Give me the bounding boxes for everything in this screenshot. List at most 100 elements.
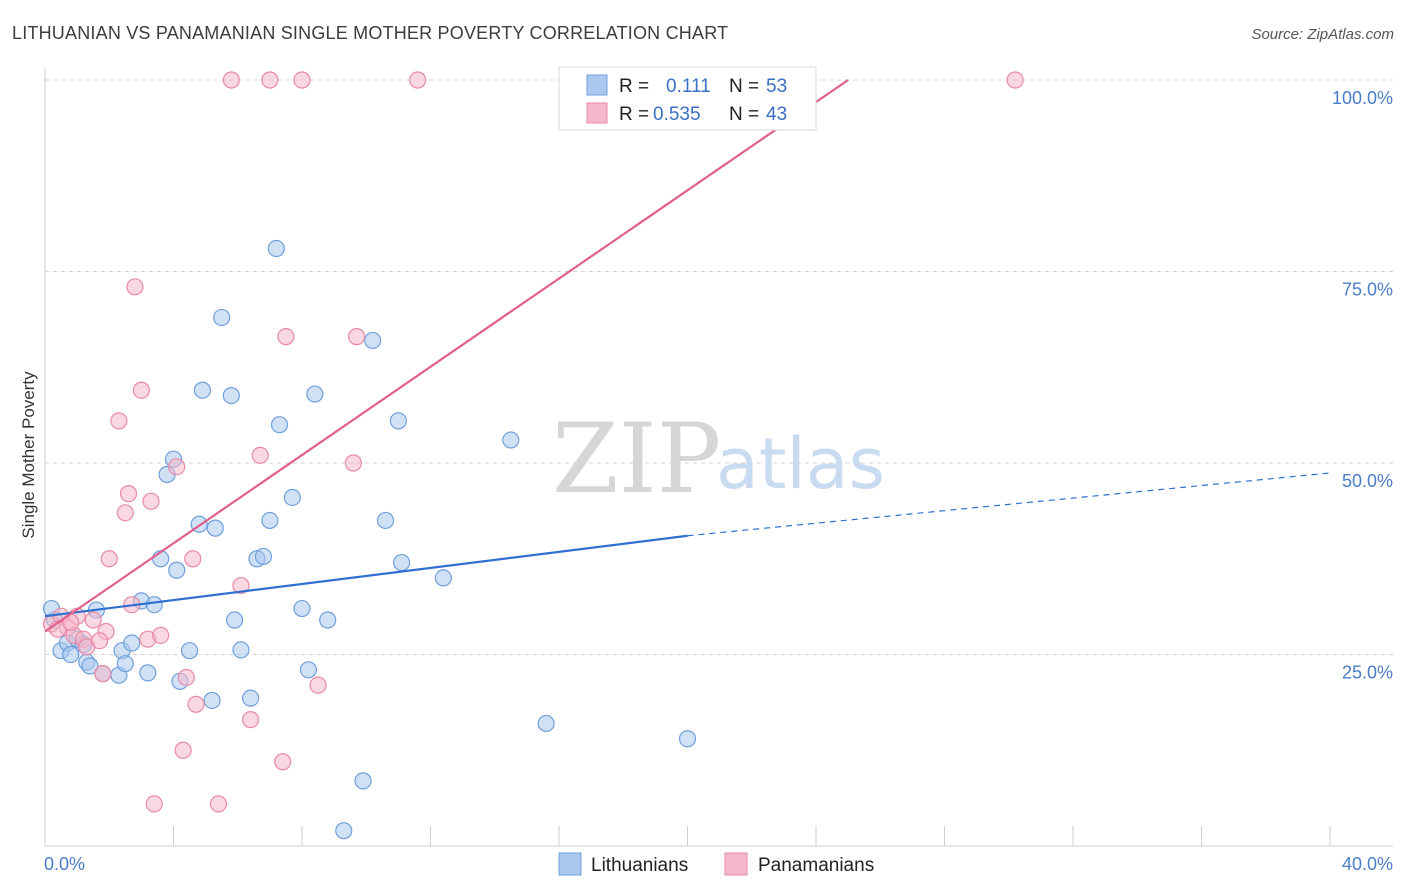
legend-r-value-1: 0.111 (666, 76, 711, 97)
legend-bottom-swatch-lithuanians (558, 852, 582, 876)
legend-n-value-1: 53 (766, 76, 787, 97)
data-point (116, 504, 134, 522)
data-point (270, 416, 289, 434)
legend-bottom-label-panamanians: Panamanians (758, 855, 874, 876)
watermark: ZIP atlas (552, 403, 885, 515)
legend-r-label-2: R = (619, 104, 649, 125)
data-point (84, 611, 102, 629)
legend-r-value-2: 0.535 (653, 104, 701, 125)
legend-r-label-1: R = (619, 76, 649, 97)
data-point (152, 626, 170, 644)
data-point (232, 576, 250, 595)
data-point (139, 664, 157, 682)
data-point (335, 822, 353, 840)
legend-n-value-2: 43 (766, 104, 787, 125)
watermark-atlas: atlas (716, 423, 885, 505)
data-point (277, 328, 295, 346)
data-point (62, 645, 80, 664)
series-lithuanians (42, 239, 697, 840)
data-point (174, 741, 192, 759)
data-point (145, 795, 163, 813)
legend-n-label-2: N = (729, 104, 759, 125)
data-point (193, 381, 212, 399)
data-point (142, 492, 160, 510)
data-point (119, 485, 138, 503)
data-point (409, 71, 427, 89)
data-point (434, 569, 452, 587)
trendline-panamanians (44, 79, 849, 633)
x-axis: 0.0% 40.0% (44, 68, 1393, 874)
data-point (177, 668, 195, 687)
legend-bottom-label-lithuanians: Lithuanians (591, 855, 688, 876)
trendline-extension-lithuanians (687, 472, 1331, 537)
x-tick-label-min: 0.0% (44, 854, 85, 874)
data-point (1006, 71, 1024, 89)
data-point (364, 331, 382, 350)
data-point (180, 642, 199, 660)
data-point (274, 753, 292, 771)
data-point (145, 596, 163, 614)
y-tick-label: 100.0% (1332, 88, 1393, 108)
x-tick-label-max: 40.0% (1342, 854, 1393, 874)
legend-swatch-lithuanians (586, 74, 608, 96)
data-point (242, 711, 260, 729)
data-point (225, 611, 244, 629)
legend-top: R = 0.111 N = 53 R = 0.535 N = 43 (558, 66, 817, 131)
data-point (168, 458, 186, 476)
data-point (309, 676, 327, 694)
data-point (132, 381, 150, 399)
data-point (232, 641, 250, 659)
data-point (344, 454, 362, 472)
y-tick-label: 25.0% (1342, 663, 1393, 683)
trendlines (44, 79, 1331, 633)
data-point (123, 634, 141, 652)
data-point (209, 795, 228, 813)
data-point (293, 599, 311, 618)
legend-swatch-panamanians (586, 102, 608, 124)
chart-title: LITHUANIAN VS PANAMANIAN SINGLE MOTHER P… (12, 23, 728, 43)
data-point (203, 691, 221, 710)
legend-bottom: Lithuanians Panamanians (558, 852, 874, 876)
series-panamanians (42, 71, 1024, 813)
data-point (110, 412, 128, 430)
data-point (293, 71, 311, 89)
chart-source: Source: ZipAtlas.com (1251, 26, 1394, 43)
data-point (126, 278, 144, 296)
y-tick-label: 75.0% (1342, 280, 1393, 300)
data-point (261, 71, 279, 89)
legend-n-label-1: N = (729, 76, 759, 97)
data-point (254, 547, 273, 566)
data-point (168, 561, 186, 579)
points-layer (42, 71, 1024, 840)
data-point (242, 689, 260, 707)
data-point (354, 772, 372, 790)
data-point (206, 519, 224, 537)
data-point (184, 550, 202, 568)
data-point (222, 386, 240, 405)
data-point (392, 553, 411, 572)
y-tick-labels: 25.0% 50.0% 75.0% 100.0% (1332, 88, 1393, 683)
data-point (91, 632, 109, 650)
data-point (537, 714, 555, 733)
data-point (376, 511, 395, 530)
data-point (306, 385, 324, 403)
data-point (299, 661, 318, 679)
data-point (116, 655, 134, 673)
data-point (348, 328, 366, 346)
data-point (267, 239, 285, 258)
data-point (502, 431, 520, 449)
data-point (187, 695, 205, 713)
y-tick-label: 50.0% (1342, 471, 1393, 491)
data-point (389, 412, 407, 430)
data-point (261, 511, 279, 530)
data-point (213, 308, 231, 327)
data-point (251, 446, 269, 464)
data-point (94, 665, 112, 683)
data-point (678, 730, 697, 748)
y-axis-label: Single Mother Poverty (19, 371, 38, 539)
gridlines (45, 79, 1393, 655)
data-point (319, 611, 337, 629)
trendline-lithuanians (44, 534, 688, 618)
watermark-zip: ZIP (552, 403, 721, 515)
